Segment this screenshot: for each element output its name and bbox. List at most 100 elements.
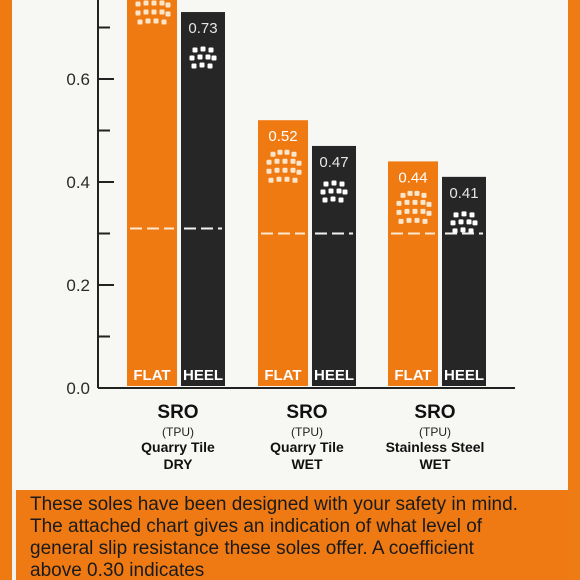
- boot-tread-dot: [407, 190, 413, 196]
- boot-tread-dot: [421, 192, 427, 198]
- boot-tread-dot: [165, 11, 171, 17]
- boot-tread-dot: [452, 228, 458, 234]
- boot-tread-dot: [165, 2, 171, 8]
- boot-tread-dot: [211, 55, 217, 61]
- boot-tread-dot: [153, 18, 159, 24]
- boot-tread-dot: [266, 168, 272, 174]
- group-label-condition: DRY: [163, 456, 193, 472]
- orange-left-edge: [0, 0, 12, 580]
- boot-tread-dot: [296, 169, 302, 175]
- boot-tread-dot: [460, 227, 466, 233]
- boot-tread-dot: [420, 208, 426, 214]
- boot-tread-dot: [277, 149, 283, 155]
- boot-tread-dot: [338, 197, 344, 203]
- y-tick-label: 0.6: [66, 70, 90, 89]
- boot-tread-dot: [331, 180, 337, 186]
- boot-tread-dot: [396, 200, 402, 206]
- group-label-surface: Stainless Steel: [386, 439, 485, 455]
- bar-value-label: 0.44: [398, 169, 427, 186]
- boot-tread-dot: [159, 0, 165, 6]
- boot-tread-dot: [159, 9, 165, 15]
- flat-label: FLAT: [264, 367, 301, 384]
- group-label-tpu: (TPU): [291, 425, 323, 439]
- boot-tread-dot: [412, 208, 418, 214]
- bar-heel: [442, 176, 486, 386]
- boot-tread-dot: [339, 181, 345, 187]
- boot-tread-dot: [296, 160, 302, 166]
- boot-tread-dot: [137, 19, 143, 25]
- bar-value-label: 0.47: [319, 154, 348, 171]
- boot-tread-dot: [466, 219, 472, 225]
- orange-right-edge: [568, 0, 580, 580]
- group-label-surface: Quarry Tile: [141, 439, 215, 455]
- y-tick-label: 0.2: [66, 276, 90, 295]
- boot-tread-dot: [450, 220, 456, 226]
- bar-flat: [388, 161, 438, 386]
- group-label-sro: SRO: [157, 402, 198, 423]
- flat-label: FLAT: [133, 367, 170, 384]
- boot-tread-dot: [276, 176, 282, 182]
- boot-tread-dot: [192, 47, 198, 53]
- group-label-surface: Quarry Tile: [270, 439, 344, 455]
- boot-tread-dot: [274, 158, 280, 164]
- caption-text: These soles have been designed with your…: [30, 494, 518, 580]
- boot-tread-dot: [135, 1, 141, 7]
- boot-tread-dot: [426, 201, 432, 207]
- boot-tread-dot: [291, 151, 297, 157]
- boot-heel-icon: [450, 211, 478, 234]
- boot-tread-dot: [328, 188, 334, 194]
- boot-tread-dot: [323, 181, 329, 187]
- boot-tread-dot: [284, 149, 290, 155]
- boot-tread-dot: [191, 63, 197, 69]
- group-label-tpu: (TPU): [162, 425, 194, 439]
- boot-tread-dot: [406, 217, 412, 223]
- boot-tread-dot: [320, 189, 326, 195]
- bar-value-label: 0.73: [188, 20, 217, 37]
- boot-tread-dot: [412, 199, 418, 205]
- boot-tread-dot: [469, 212, 475, 218]
- boot-tread-dot: [461, 211, 467, 217]
- boot-tread-dot: [420, 199, 426, 205]
- boot-tread-dot: [151, 0, 157, 6]
- bar-flat: [127, 0, 177, 386]
- group-label-sro: SRO: [286, 402, 327, 423]
- boot-tread-dot: [161, 19, 167, 25]
- boot-tread-dot: [472, 220, 478, 226]
- boot-tread-dot: [453, 212, 459, 218]
- boot-tread-dot: [468, 228, 474, 234]
- boot-heel-icon: [189, 46, 217, 69]
- group-label-sro: SRO: [414, 402, 455, 423]
- boot-tread-dot: [151, 9, 157, 15]
- boot-sole-icon: [266, 149, 302, 183]
- boot-tread-dot: [396, 209, 402, 215]
- boot-tread-dot: [400, 192, 406, 198]
- boot-tread-dot: [290, 167, 296, 173]
- boot-tread-dot: [200, 46, 206, 52]
- boot-tread-dot: [292, 177, 298, 183]
- flat-label: FLAT: [394, 367, 431, 384]
- boot-tread-dot: [422, 218, 428, 224]
- boot-tread-dot: [135, 10, 141, 16]
- boot-tread-dot: [414, 190, 420, 196]
- boot-tread-dot: [199, 62, 205, 68]
- boot-tread-dot: [208, 47, 214, 53]
- boot-tread-dot: [266, 159, 272, 165]
- y-tick-label: 0.4: [66, 173, 90, 192]
- boot-tread-dot: [207, 63, 213, 69]
- boot-tread-dot: [145, 18, 151, 24]
- boot-tread-dot: [205, 54, 211, 60]
- group-label-condition: WET: [419, 456, 451, 472]
- boot-tread-dot: [274, 167, 280, 173]
- boot-sole-icon: [135, 0, 171, 25]
- boot-tread-dot: [426, 210, 432, 216]
- bar-value-label: 0.41: [449, 185, 478, 202]
- caption-box: These soles have been designed with your…: [16, 490, 568, 580]
- heel-label: HEEL: [314, 367, 354, 384]
- boot-tread-dot: [270, 151, 276, 157]
- boot-tread-dot: [342, 189, 348, 195]
- boot-tread-dot: [404, 208, 410, 214]
- boot-tread-dot: [143, 0, 149, 6]
- boot-tread-dot: [143, 9, 149, 15]
- boot-sole-icon: [396, 190, 432, 224]
